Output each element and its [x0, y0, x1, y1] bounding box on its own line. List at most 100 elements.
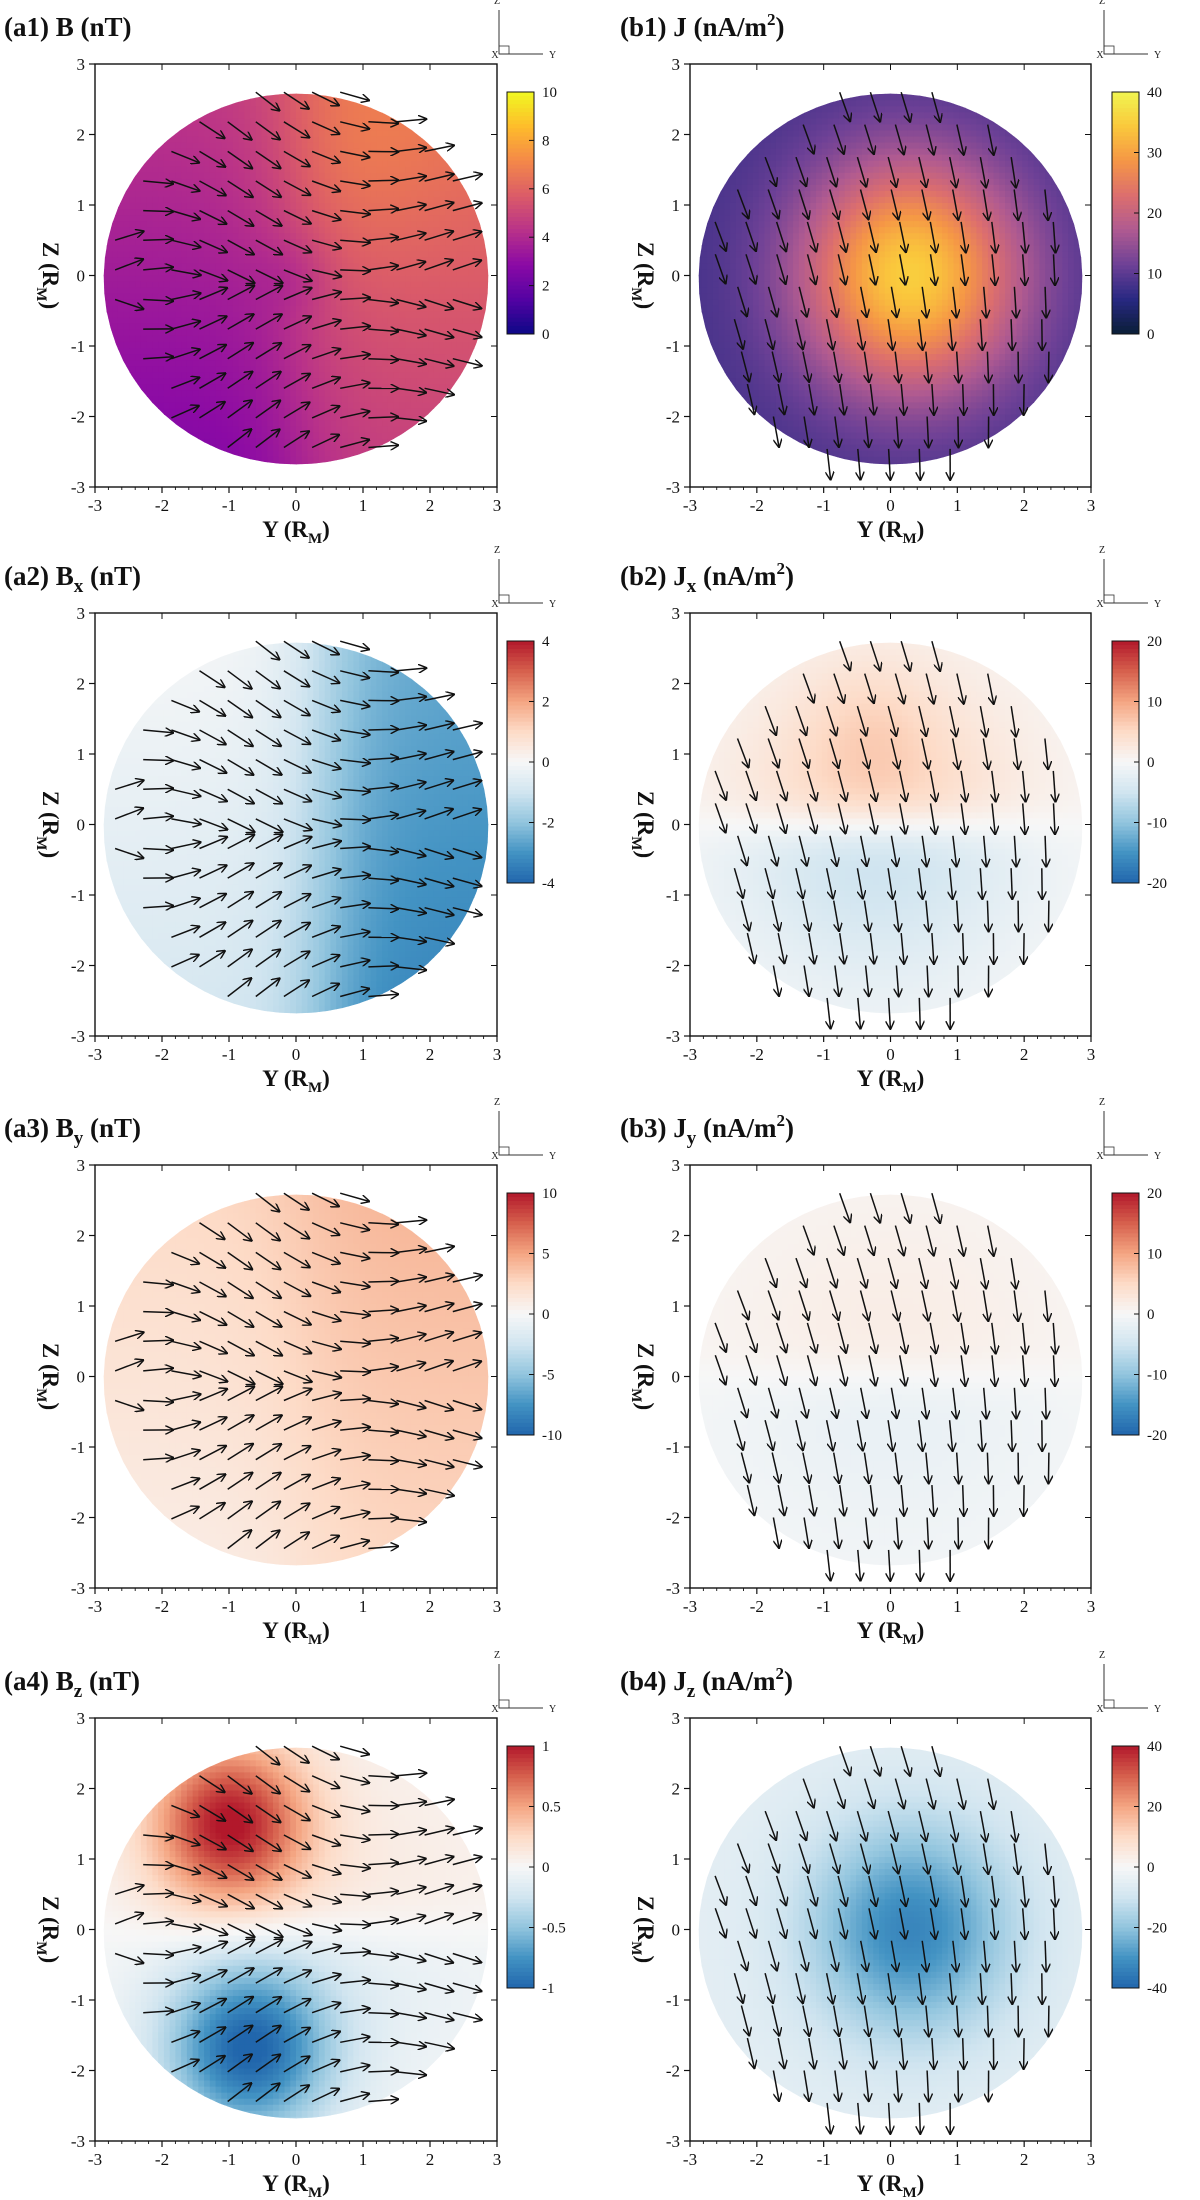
vector-arrow [808, 932, 814, 964]
vector-arrow [767, 1940, 777, 1971]
vector-arrow [1054, 254, 1056, 285]
vector-arrow [856, 1420, 862, 1451]
vector-arrow [199, 1370, 228, 1382]
vector-arrow [961, 1322, 966, 1354]
vector-arrow [311, 435, 339, 449]
vector-arrow [396, 1334, 426, 1343]
vector-arrow [283, 894, 311, 909]
vector-arrow [227, 2083, 252, 2103]
vector-arrow [887, 705, 896, 736]
vector-arrow [806, 221, 816, 252]
colorbar-tick-label: 10 [1147, 267, 1162, 283]
vector-arrow [283, 1503, 310, 1520]
vector-arrow [171, 1947, 200, 1955]
vector-arrow [1014, 1843, 1018, 1875]
vector-arrow [424, 1885, 454, 1896]
vector-arrow [171, 269, 201, 275]
vector-arrow [227, 1370, 255, 1384]
vector-arrow [927, 1517, 929, 1549]
vector-arrow [1023, 1908, 1025, 1939]
vector-arrow [199, 1804, 226, 1820]
vector-arrow [396, 1458, 427, 1465]
vector-arrow [340, 699, 369, 706]
y-tick-label: 0 [672, 1921, 681, 1940]
vector-arrow [983, 1290, 988, 1322]
vector-arrow [114, 808, 143, 820]
vector-arrow [424, 780, 454, 791]
colorbar-tick-label: 4 [542, 634, 550, 650]
vector-arrow [171, 1422, 200, 1431]
x-tick-label: 1 [953, 1597, 962, 1616]
vector-arrow [311, 758, 341, 769]
vector-arrow [840, 1484, 845, 1516]
vector-arrow [171, 1251, 199, 1263]
x-axis-label-sub: M [902, 531, 916, 547]
vector-arrow [340, 1251, 369, 1258]
vector-arrow [311, 269, 341, 277]
x-axis-label: Y (RM) [262, 2171, 330, 2200]
vector-arrow [368, 1223, 398, 1225]
vector-arrow [255, 314, 282, 330]
vector-arrow [894, 1778, 904, 1809]
vector-arrow [227, 343, 253, 360]
vector-arrow [921, 1290, 929, 1321]
vector-arrow [806, 1875, 816, 1906]
vector-arrow [837, 770, 846, 801]
vector-arrow [143, 211, 173, 212]
vector-arrow [227, 1251, 253, 1269]
vector-arrow [1045, 189, 1048, 221]
vector-arrow [368, 1863, 398, 1865]
vector-arrow [199, 1503, 225, 1520]
vector-arrow [963, 1485, 964, 1516]
vector-arrow [368, 209, 398, 211]
vector-arrow [227, 1530, 252, 1550]
x-tick-label: 2 [1020, 1045, 1029, 1064]
vector-arrow [887, 1810, 896, 1841]
vector-arrow [837, 1875, 846, 1906]
x-axis-label: Y (RM) [262, 517, 330, 547]
vector-arrow [171, 1450, 200, 1461]
vector-arrow [368, 1430, 398, 1432]
vector-arrow [396, 1982, 426, 1989]
x-tick-label: -3 [683, 1597, 697, 1616]
title-subscript: x [687, 576, 697, 597]
vector-arrow [951, 1290, 959, 1322]
vector-arrow [171, 2060, 198, 2073]
vector-arrow [829, 1387, 837, 1418]
vector-arrow [802, 124, 814, 154]
vector-arrow [1024, 933, 1025, 964]
y-axis-label: Z (RM) [628, 1343, 658, 1410]
vector-arrow [856, 1810, 866, 1841]
vector-arrow [396, 1489, 427, 1493]
heatmap-a4 [103, 1747, 489, 2119]
vector-arrow [868, 770, 876, 801]
colorbar-tick-label: -40 [1147, 1981, 1167, 1997]
vector-arrow [424, 1857, 454, 1866]
vector-arrow [227, 180, 253, 197]
vector-arrow [714, 1908, 725, 1937]
vector-arrow [396, 877, 426, 884]
vector-arrow [926, 2005, 929, 2037]
vector-arrow [199, 1999, 227, 2014]
vector-arrow [452, 1857, 482, 1866]
vector-field-a1 [114, 91, 482, 449]
vector-arrow [227, 239, 254, 254]
vector-arrow [255, 1251, 281, 1269]
vector-arrow [931, 1193, 940, 1223]
x-tick-label: 3 [493, 1597, 502, 1616]
vector-arrow [714, 221, 726, 251]
vector-arrow [992, 1355, 995, 1386]
y-tick-label: -1 [666, 337, 680, 356]
vector-arrow [227, 1415, 254, 1431]
vector-arrow [833, 124, 844, 154]
vector-arrow [340, 326, 370, 329]
vector-arrow [802, 673, 814, 703]
vector-arrow [890, 1940, 896, 1972]
vector-arrow [199, 894, 227, 909]
y-tick-label: 0 [77, 267, 86, 286]
vector-arrow [1045, 1387, 1046, 1419]
vector-arrow [932, 384, 934, 415]
vector-arrow [776, 1908, 786, 1938]
vector-arrow [833, 673, 844, 703]
